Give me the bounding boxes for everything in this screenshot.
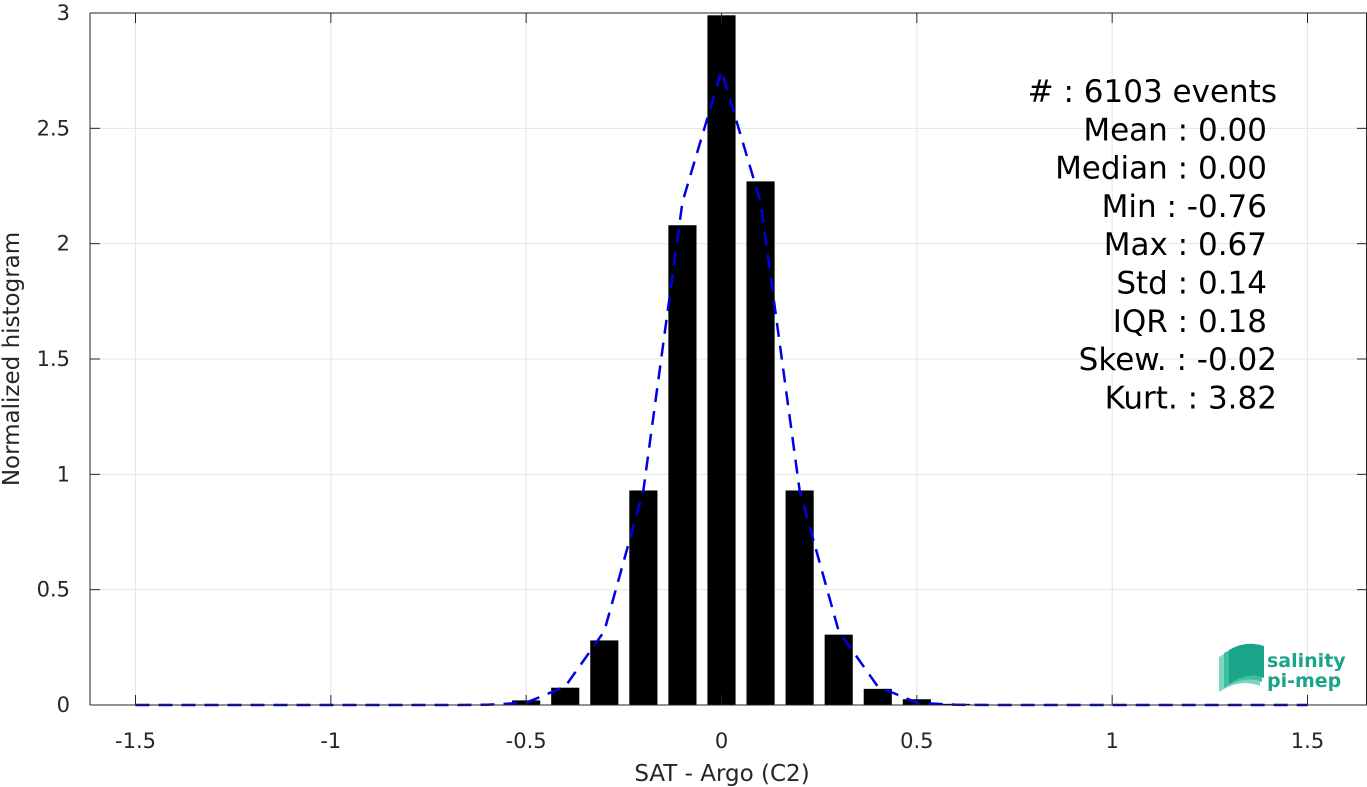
histogram-bar-4 — [668, 225, 697, 706]
stats-line-3: Min : -0.76 — [1102, 189, 1267, 225]
x-tick-label-6: 1.5 — [1291, 729, 1324, 753]
y-axis-ticks: 0 0.5 1 1.5 2 2.5 3 — [37, 1, 1367, 717]
y-tick-label-1: 0.5 — [37, 578, 70, 602]
stats-line-1: Mean : 0.00 — [1083, 112, 1267, 148]
x-tick-label-0: -1.5 — [115, 729, 156, 753]
x-tick-label-1: -1 — [320, 729, 341, 753]
logo-line1: salinity — [1267, 650, 1346, 672]
y-tick-label-2: 1 — [57, 462, 70, 486]
x-axis-label: SAT - Argo (C2) — [634, 761, 809, 787]
histogram-bar-1 — [551, 687, 580, 705]
logo-line2: pi-mep — [1267, 670, 1341, 692]
x-axis-ticks: -1.5 -1 -0.5 0 0.5 1 1.5 — [115, 13, 1324, 753]
stats-line-6: IQR : 0.18 — [1113, 304, 1267, 340]
histogram-bar-3 — [629, 490, 658, 705]
x-tick-label-2: -0.5 — [506, 729, 547, 753]
x-tick-label-3: 0 — [715, 729, 728, 753]
stats-line-2: Median : 0.00 — [1055, 151, 1267, 187]
x-tick-label-5: 1 — [1105, 729, 1118, 753]
stats-line-0: # : 6103 events — [1028, 74, 1277, 110]
histogram-bars — [512, 15, 970, 706]
y-tick-label-5: 2.5 — [37, 116, 70, 140]
stats-line-7: Skew. : -0.02 — [1079, 342, 1277, 378]
salinity-pi-mep-logo: salinity pi-mep — [1219, 643, 1346, 692]
histogram-bar-5 — [707, 15, 736, 706]
stats-line-4: Max : 0.67 — [1104, 227, 1267, 263]
y-axis-label: Normalized histogram — [0, 232, 25, 486]
y-tick-label-6: 3 — [57, 1, 70, 25]
stats-line-5: Std : 0.14 — [1116, 266, 1267, 302]
histogram-bar-9 — [863, 688, 892, 705]
x-tick-label-4: 0.5 — [900, 729, 933, 753]
y-tick-label-4: 2 — [57, 232, 70, 256]
histogram-bar-7 — [785, 490, 814, 705]
stats-line-8: Kurt. : 3.82 — [1105, 380, 1277, 416]
histogram-bar-2 — [590, 640, 619, 705]
logo-waves-icon — [1219, 643, 1264, 692]
y-tick-label-3: 1.5 — [37, 347, 70, 371]
histogram-bar-6 — [746, 181, 775, 706]
y-tick-label-0: 0 — [57, 693, 70, 717]
